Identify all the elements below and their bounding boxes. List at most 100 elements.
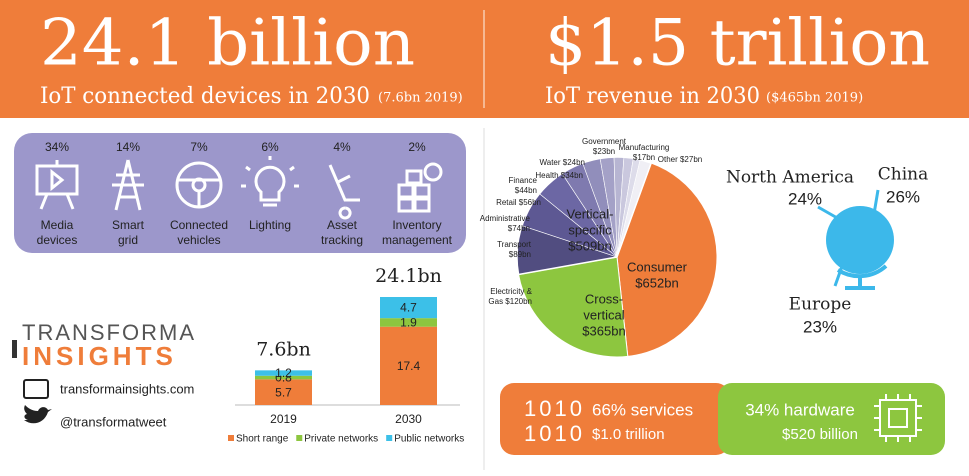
logo-line1: TRANSFORMA [22,320,196,345]
icon-bulb [241,156,299,207]
region-percent: 23% [803,317,837,336]
legend-label: Public networks [394,434,464,445]
globe-stand [836,264,888,290]
logo-line2: INSIGHTS [22,341,177,371]
legend-swatch [228,435,234,441]
device-label: Asset [327,218,358,232]
region-name: Europe [789,295,852,315]
device-label: Inventory [392,218,441,232]
bar-segment [255,375,312,380]
pie-part-label: Other $27bn [658,155,702,164]
pie-label: Cross- [585,291,623,306]
device-label: Media [41,218,74,232]
bar-category: 2030 [395,412,422,426]
bar-segment [255,370,312,376]
twitter-icon [24,405,52,424]
device-percent: 34% [45,140,69,154]
bar-value: 17.4 [397,359,421,373]
icon-trolley [328,164,360,220]
region-pointers [817,189,880,287]
device-label: tracking [321,233,363,247]
pie-part-label: $89bn [509,250,531,259]
icon-wheel [175,161,223,209]
pie-part-label: $23bn [593,147,615,156]
hardware-label: 34% hardware [745,400,855,419]
pie-part-label: Health $34bn [535,171,583,180]
icon-screen-parts [39,160,75,210]
bar-total: 7.6bn [256,338,311,360]
device-icons [35,156,443,220]
chip-icon [874,394,922,442]
region-name: China [878,165,928,185]
icon-box [413,183,431,199]
bar-value: 4.7 [400,301,417,315]
pie-part-label: Electricity & [490,287,532,296]
pie-part-label: $44bn [515,186,537,195]
icon-box [405,169,423,185]
chip-pins [874,394,922,442]
device-percent: 2% [408,140,426,154]
pie-value: $652bn [635,275,678,290]
device-label: grid [118,233,138,247]
legend-swatch [386,435,393,441]
pie-slice [616,162,718,357]
device-percent: 14% [116,140,140,154]
pie-part-label: Water $24bn [539,158,585,167]
pie-label: Consumer [627,259,688,274]
headline-caption: IoT revenue in 2030 [545,84,760,109]
device-percent: 4% [333,140,351,154]
pie-part-label: $17bn [633,153,655,162]
headline-note: (7.6bn 2019) [378,91,463,106]
device-percent: 7% [190,140,208,154]
web-icon [23,379,49,399]
region-percent: 26% [886,187,920,206]
binary-icon: 1010 [524,421,585,446]
legend-label: Private networks [304,434,378,445]
icon-box [397,197,415,213]
icon-check [423,162,443,182]
icon-wheel-spokes [178,178,220,206]
twitter: @transformatweet [60,414,167,429]
icon-pylon [112,159,144,211]
headline-figure: $1.5 trillion [545,7,930,81]
pie-part-label: Transport [497,240,532,249]
device-label: Smart [112,218,145,232]
bar-segment [380,297,437,319]
region-name: North America [726,168,854,188]
region-percent: 24% [788,189,822,208]
pie-value: $365bn [582,323,625,338]
device-label: management [382,233,453,247]
device-label: Connected [170,218,228,232]
bar-segment [380,326,437,405]
bar-category: 2019 [270,412,297,426]
bar-value: 1.9 [400,316,417,330]
pie-group-outline [516,156,653,276]
pie-label: Vertical- [567,206,614,221]
hardware-value: $520 billion [782,426,858,443]
pie-part-label: Finance [509,176,538,185]
headline-figure: 24.1 billion [40,7,415,81]
bar-value: 1.2 [275,366,292,380]
services-label: 66% services [592,400,693,419]
pie-slice [517,256,629,358]
device-label: Lighting [249,218,291,232]
services-box [500,383,730,455]
bar-value: 5.7 [275,385,292,399]
services-value: $1.0 trillion [592,426,665,443]
headline-note: ($465bn 2019) [766,91,863,106]
bar-total: 24.1bn [375,265,442,287]
pie-part-label: Manufacturing [619,143,670,152]
binary-icon: 1010 [524,396,585,421]
pie-part-label: Retail $56bn [496,198,541,207]
pie-part-label: Government [582,137,627,146]
pie-part-label: Administrative [480,214,531,223]
bar-segment [255,379,312,405]
website: transformainsights.com [60,381,194,396]
legend-label: Short range [236,434,289,445]
pie-value: $509bn [568,238,611,253]
legend-swatch [296,435,303,441]
device-percent: 6% [261,140,279,154]
bar-segment [380,318,437,327]
headline-caption: IoT connected devices in 2030 [40,84,370,109]
